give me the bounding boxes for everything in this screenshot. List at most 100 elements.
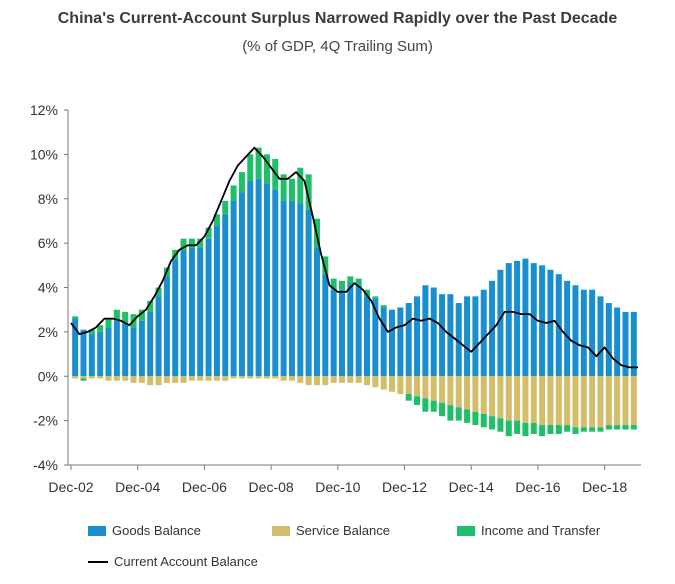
bar-service: [80, 376, 87, 379]
bar-goods: [505, 263, 512, 377]
bar-goods: [172, 258, 179, 377]
bar-service: [72, 376, 79, 379]
bar-income: [347, 276, 354, 284]
bar-income: [338, 280, 345, 290]
bar-income: [505, 420, 512, 437]
bar-income: [455, 407, 462, 421]
bar-service: [497, 376, 504, 419]
bar-service: [505, 376, 512, 421]
x-tick-label: Dec-14: [449, 479, 494, 495]
bar-income: [414, 396, 421, 406]
bar-service: [197, 376, 204, 381]
bar-income: [447, 405, 454, 421]
bar-income: [238, 172, 245, 193]
bar-goods: [122, 323, 129, 377]
bar-service: [180, 376, 187, 383]
bar-goods: [389, 309, 396, 377]
bar-income: [539, 425, 546, 437]
bar-service: [597, 376, 604, 428]
bar-goods: [580, 289, 587, 377]
bar-goods: [255, 178, 262, 377]
bar-goods: [530, 263, 537, 377]
bar-goods: [539, 265, 546, 377]
bar-service: [372, 376, 379, 388]
y-tick-label: -4%: [33, 457, 58, 473]
bar-service: [430, 376, 437, 401]
bar-service: [539, 376, 546, 426]
bar-goods: [138, 320, 145, 377]
chart-title: China's Current-Account Surplus Narrowed…: [57, 10, 618, 27]
bar-service: [397, 376, 404, 394]
bar-goods: [372, 298, 379, 377]
bar-income: [180, 238, 187, 250]
bar-service: [514, 376, 521, 421]
bar-income: [205, 227, 212, 239]
bar-goods: [297, 203, 304, 377]
bar-goods: [263, 183, 270, 377]
bar-service: [280, 376, 287, 381]
bar-income: [580, 427, 587, 432]
bar-income: [514, 420, 521, 434]
bar-service: [213, 376, 220, 381]
legend-current-account: Current Account Balance: [88, 554, 258, 569]
bar-goods: [280, 200, 287, 377]
bar-income: [247, 154, 254, 181]
y-tick-label: 8%: [38, 191, 58, 207]
bar-goods: [188, 247, 195, 377]
bar-income: [122, 311, 129, 323]
bar-service: [580, 376, 587, 428]
bar-goods: [464, 296, 471, 377]
bar-service: [622, 376, 629, 426]
bar-goods: [272, 189, 279, 377]
bar-goods: [430, 287, 437, 377]
bar-goods: [80, 329, 87, 377]
bar-goods: [480, 289, 487, 377]
bar-goods: [605, 303, 612, 377]
bar-goods: [572, 285, 579, 377]
x-tick-label: Dec-08: [249, 479, 294, 495]
bar-goods: [130, 327, 137, 377]
bar-goods: [322, 274, 329, 377]
bar-income: [605, 425, 612, 430]
bar-income: [88, 329, 95, 335]
bar-income: [597, 427, 604, 432]
bar-goods: [305, 209, 312, 377]
bar-goods: [405, 303, 412, 377]
bar-service: [322, 376, 329, 386]
bar-service: [447, 376, 454, 406]
bar-service: [555, 376, 562, 426]
bar-service: [338, 376, 345, 383]
bar-goods: [522, 258, 529, 377]
x-tick-label: Dec-12: [382, 479, 427, 495]
legend-service: Service Balance: [272, 523, 390, 538]
bar-goods: [338, 289, 345, 377]
bar-service: [238, 376, 245, 379]
legend-current-account-swatch: [88, 560, 108, 563]
bar-service: [263, 376, 270, 379]
bar-income: [530, 422, 537, 434]
bar-goods: [380, 307, 387, 377]
legend-goods: Goods Balance: [88, 523, 201, 538]
bar-income: [614, 425, 621, 430]
bar-income: [322, 256, 329, 275]
bar-goods: [347, 283, 354, 377]
bar-income: [355, 278, 362, 286]
bar-service: [113, 376, 120, 381]
series-line-current-account: [70, 146, 638, 369]
bar-income: [113, 309, 120, 321]
bar-income: [439, 402, 446, 417]
bar-income: [222, 200, 229, 215]
bar-service: [355, 376, 362, 383]
bar-goods: [147, 311, 154, 377]
bar-service: [439, 376, 446, 403]
bar-income: [155, 287, 162, 297]
x-tick-label: Dec-18: [582, 479, 627, 495]
bar-service: [297, 376, 304, 383]
bar-service: [589, 376, 596, 428]
bar-goods: [313, 247, 320, 377]
bar-income: [564, 425, 571, 432]
bar-goods: [439, 294, 446, 377]
bar-income: [305, 174, 312, 210]
bar-income: [572, 427, 579, 434]
bar-service: [97, 376, 104, 379]
